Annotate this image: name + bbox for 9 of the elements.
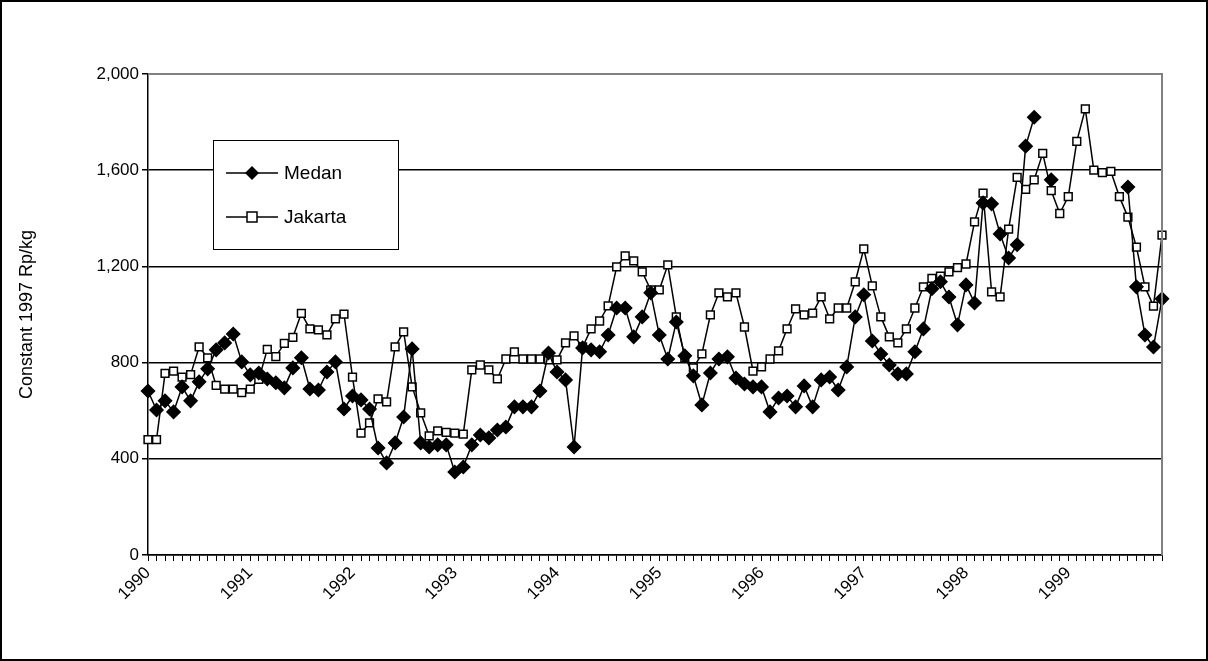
y-tick-label: 1,200 — [96, 256, 139, 276]
legend-label: Medan — [284, 162, 343, 184]
y-tick-label: 400 — [110, 448, 139, 468]
y-tick-label: 0 — [129, 544, 139, 564]
y-axis-title: Constant 1997 Rp/kg — [15, 229, 36, 400]
y-tick-label: 800 — [110, 352, 139, 372]
y-tick-label: 2,000 — [96, 63, 139, 83]
legend-label: Jakarta — [284, 206, 347, 228]
y-tick-label: 1,600 — [96, 159, 139, 179]
